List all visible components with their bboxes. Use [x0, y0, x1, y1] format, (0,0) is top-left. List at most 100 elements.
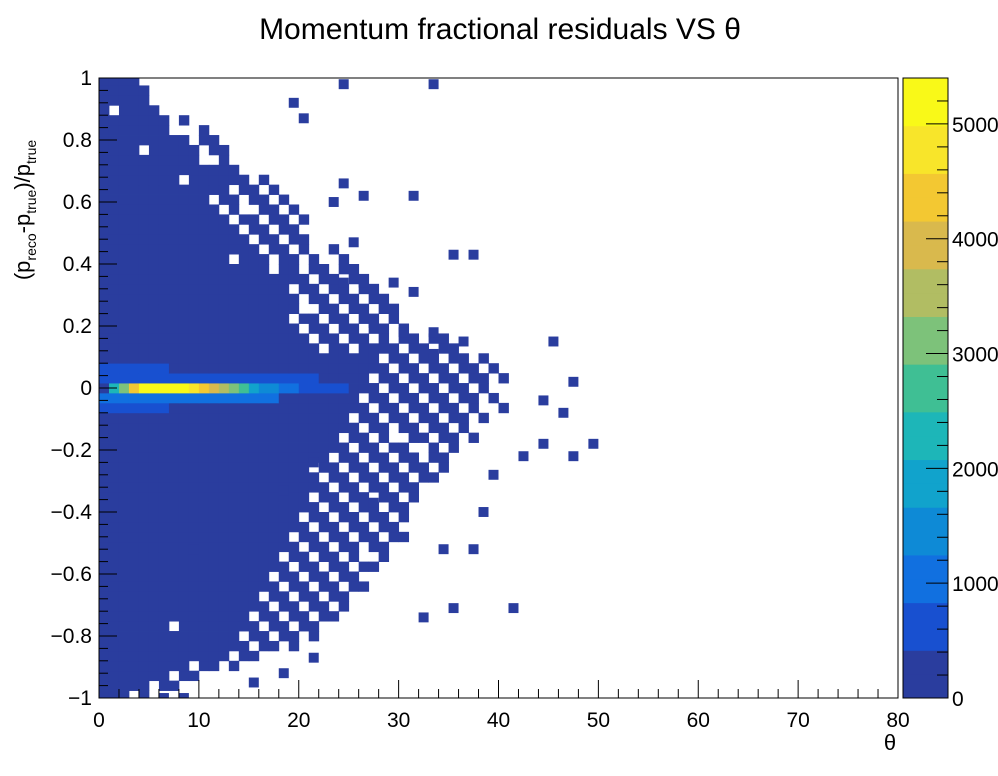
- histogram-bin: [168, 601, 180, 612]
- histogram-bin: [368, 383, 380, 394]
- histogram-bin: [288, 472, 300, 483]
- histogram-bin: [298, 581, 310, 592]
- histogram-bin: [418, 343, 429, 354]
- histogram-bin-outlier: [478, 507, 489, 517]
- histogram-bin: [158, 611, 170, 622]
- histogram-bin: [168, 502, 180, 513]
- histogram-bin: [338, 422, 350, 434]
- histogram-bin: [138, 373, 150, 384]
- histogram-bin: [248, 571, 260, 582]
- histogram-bin: [128, 591, 140, 602]
- histogram-bin: [258, 482, 270, 493]
- histogram-bin: [248, 323, 260, 334]
- histogram-bin: [168, 561, 180, 572]
- histogram-bin: [198, 531, 210, 543]
- histogram-bin: [258, 264, 270, 275]
- histogram-bin: [99, 353, 110, 364]
- histogram-bin: [118, 591, 130, 602]
- histogram-bin: [198, 135, 210, 146]
- histogram-bin: [228, 383, 240, 394]
- histogram-bin: [198, 551, 210, 562]
- histogram-bin: [158, 640, 170, 652]
- histogram-bin: [158, 412, 170, 424]
- x-tick-label: 70: [786, 709, 809, 732]
- histogram-bin: [208, 273, 220, 285]
- histogram-bin: [128, 521, 140, 533]
- histogram-bin: [258, 224, 270, 235]
- histogram-bin: [108, 402, 120, 414]
- histogram-bin: [308, 254, 320, 265]
- histogram-bin: [99, 323, 110, 334]
- histogram-bin: [338, 541, 350, 553]
- histogram-bin: [198, 472, 210, 483]
- histogram-bin: [138, 184, 150, 195]
- histogram-bin: [138, 303, 150, 314]
- histogram-bin: [128, 214, 140, 225]
- histogram-bin: [138, 472, 150, 483]
- histogram-bin: [228, 323, 240, 334]
- histogram-bin: [328, 333, 340, 344]
- histogram-bin: [318, 273, 330, 285]
- histogram-bin: [248, 591, 260, 602]
- histogram-bin: [138, 601, 150, 612]
- histogram-bin: [99, 462, 110, 473]
- histogram-bin: [138, 412, 150, 424]
- histogram-bin: [218, 640, 230, 652]
- histogram-bin: [308, 412, 320, 424]
- histogram-bin: [258, 313, 270, 324]
- histogram-bin: [128, 174, 140, 186]
- histogram-bin: [178, 521, 190, 533]
- histogram-bin: [388, 472, 400, 483]
- histogram-bin: [208, 204, 220, 215]
- histogram-bin: [148, 650, 160, 662]
- histogram-bin: [208, 551, 220, 562]
- histogram-bin: [188, 204, 200, 215]
- histogram-bin: [328, 313, 340, 324]
- histogram-bin: [288, 551, 300, 562]
- x-tick-label: 80: [886, 709, 909, 732]
- histogram-bin: [278, 422, 290, 434]
- histogram-bin: [148, 502, 160, 513]
- histogram-bin: [388, 373, 400, 384]
- histogram-bin: [198, 561, 210, 572]
- histogram-bin: [238, 323, 250, 334]
- histogram-bin: [188, 383, 200, 394]
- histogram-bin: [128, 581, 140, 592]
- histogram-bin: [328, 373, 340, 384]
- histogram-bin: [258, 551, 270, 562]
- histogram-bin: [248, 224, 260, 235]
- histogram-bin: [218, 561, 230, 572]
- histogram-bin: [208, 432, 220, 443]
- histogram-bin: [188, 373, 200, 384]
- histogram-bin: [278, 363, 290, 374]
- histogram-bin: [108, 194, 120, 205]
- histogram-bin: [158, 244, 170, 255]
- histogram-bin: [188, 144, 200, 156]
- histogram-bin: [308, 283, 320, 295]
- z-tick-label: 4000: [952, 229, 998, 252]
- chart-title: Momentum fractional residuals VS θ: [259, 13, 741, 46]
- histogram-bin: [198, 283, 210, 295]
- histogram-bin: [108, 650, 120, 662]
- histogram-bin: [238, 363, 250, 374]
- histogram-bin: [408, 452, 419, 463]
- histogram-bin: [278, 402, 290, 414]
- histogram-bin: [138, 105, 150, 116]
- histogram-bin: [218, 244, 230, 255]
- histogram-bin: [128, 115, 140, 126]
- histogram-bin: [258, 571, 270, 582]
- histogram-bin: [308, 313, 320, 324]
- histogram-bin: [158, 472, 170, 483]
- histogram-bin: [148, 472, 160, 483]
- histogram-bin: [148, 621, 160, 632]
- histogram-bin: [208, 402, 220, 414]
- y-axis-title-sub-reco: reco: [23, 233, 39, 260]
- histogram-bin-outlier: [178, 693, 189, 698]
- histogram-bin: [228, 363, 240, 374]
- histogram-bin: [158, 313, 170, 324]
- y-axis-title-open: (p: [10, 261, 35, 281]
- histogram-bin: [138, 383, 150, 394]
- histogram-bin: [138, 174, 150, 186]
- histogram-bin: [248, 412, 260, 424]
- histogram-bin: [99, 194, 110, 205]
